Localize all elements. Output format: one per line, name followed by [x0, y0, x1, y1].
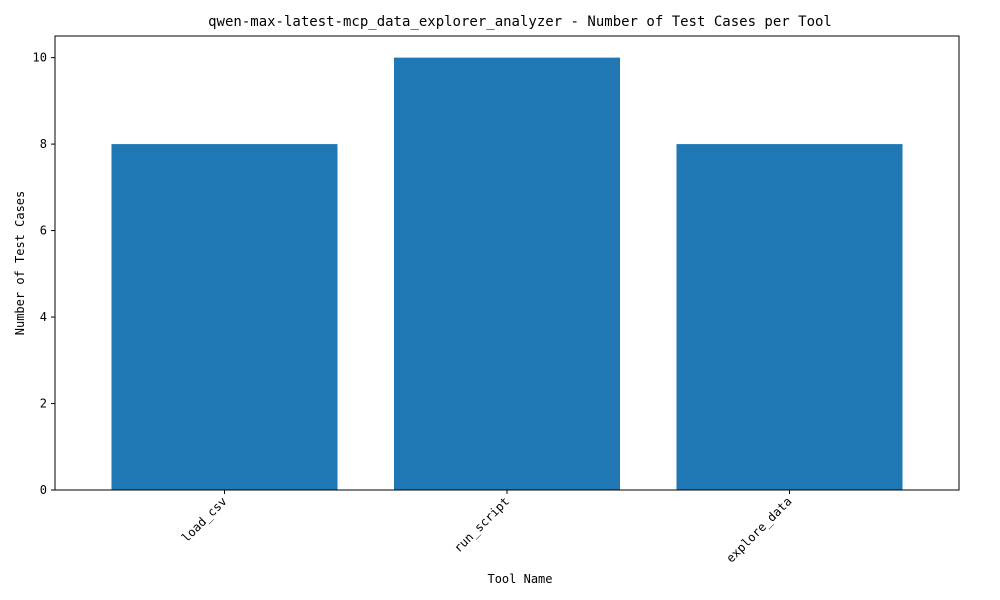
bar-load-csv — [111, 144, 338, 490]
x-axis-label: Tool Name — [487, 572, 552, 586]
y-axis-label: Number of Test Cases — [13, 191, 27, 336]
x-tick-label: explore_data — [723, 494, 794, 565]
y-tick-label: 0 — [40, 483, 47, 497]
y-tick-label: 10 — [33, 51, 47, 65]
y-tick-label: 8 — [40, 137, 47, 151]
y-tick-label: 2 — [40, 397, 47, 411]
x-tick-label: load_csv — [179, 494, 230, 545]
chart-title: qwen-max-latest-mcp_data_explorer_analyz… — [208, 14, 832, 30]
bars-layer — [111, 57, 903, 491]
y-tick-label: 4 — [40, 310, 47, 324]
bar-explore-data — [676, 144, 903, 490]
bar-run-script — [394, 57, 620, 491]
x-axis: load_csv run_script explore_data — [179, 490, 795, 565]
x-tick-label: run_script — [451, 494, 512, 555]
y-tick-label: 6 — [40, 224, 47, 238]
y-axis: 0 2 4 6 8 10 — [33, 51, 55, 497]
